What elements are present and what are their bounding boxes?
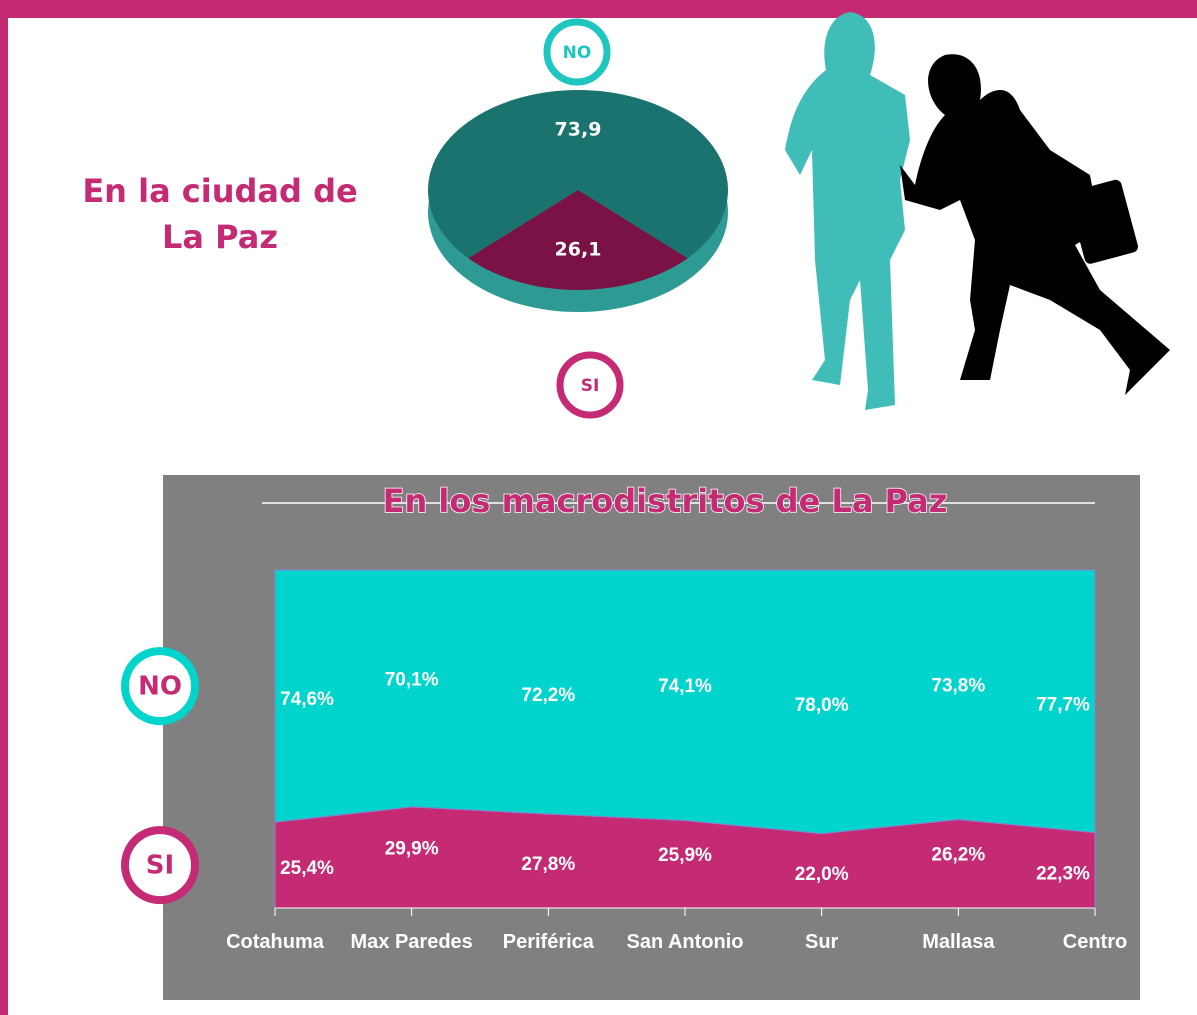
pie-legend-label: NO: [563, 43, 592, 63]
pie-legend-circle: [556, 351, 624, 419]
value-label: 22,0%: [795, 864, 849, 885]
legend-label: SI: [146, 851, 174, 881]
value-label: 74,6%: [280, 689, 334, 710]
legend-label: NO: [138, 672, 182, 702]
top-bar: [0, 0, 1197, 18]
value-label: 77,7%: [1036, 694, 1090, 715]
value-label: 22,3%: [1036, 863, 1090, 884]
area-band: [274, 569, 1096, 835]
value-label: 70,1%: [385, 669, 439, 690]
value-label: 74,1%: [658, 676, 712, 697]
value-label: 25,4%: [280, 858, 334, 879]
pie-slice: [428, 90, 728, 259]
value-label: 26,2%: [931, 845, 985, 866]
pie-value-label: 26,1: [555, 239, 602, 261]
silhouette-thief: [900, 54, 1170, 395]
value-label: 25,9%: [658, 845, 712, 866]
pie-title: En la ciudad de La Paz: [82, 172, 358, 256]
x-tick-label: Cotahuma: [226, 931, 324, 953]
pie-legend-circle: [543, 18, 611, 86]
chart-title: En los macrodistritos de La Paz: [383, 482, 948, 520]
silhouette-person: [785, 12, 910, 410]
legend-circle: [121, 647, 199, 726]
value-label: 29,9%: [385, 838, 439, 859]
silhouette-briefcase: [1068, 179, 1138, 264]
pie-value-label: 73,9: [555, 119, 602, 141]
x-tick-label: Periférica: [502, 931, 594, 953]
value-label: 73,8%: [931, 676, 985, 697]
left-border: [0, 0, 8, 1015]
legend-circle: [121, 826, 199, 905]
value-label: 27,8%: [521, 854, 575, 875]
x-tick-label: Centro: [1062, 931, 1128, 953]
value-label: 72,2%: [521, 685, 575, 706]
value-label: 78,0%: [795, 695, 849, 716]
x-tick-label: Max Paredes: [350, 931, 473, 953]
x-tick-label: Mallasa: [922, 931, 995, 953]
pie-slice: [468, 190, 688, 290]
x-tick-label: San Antonio: [626, 931, 744, 953]
x-tick-label: Sur: [804, 931, 839, 953]
pie-legend-label: SI: [581, 376, 600, 396]
